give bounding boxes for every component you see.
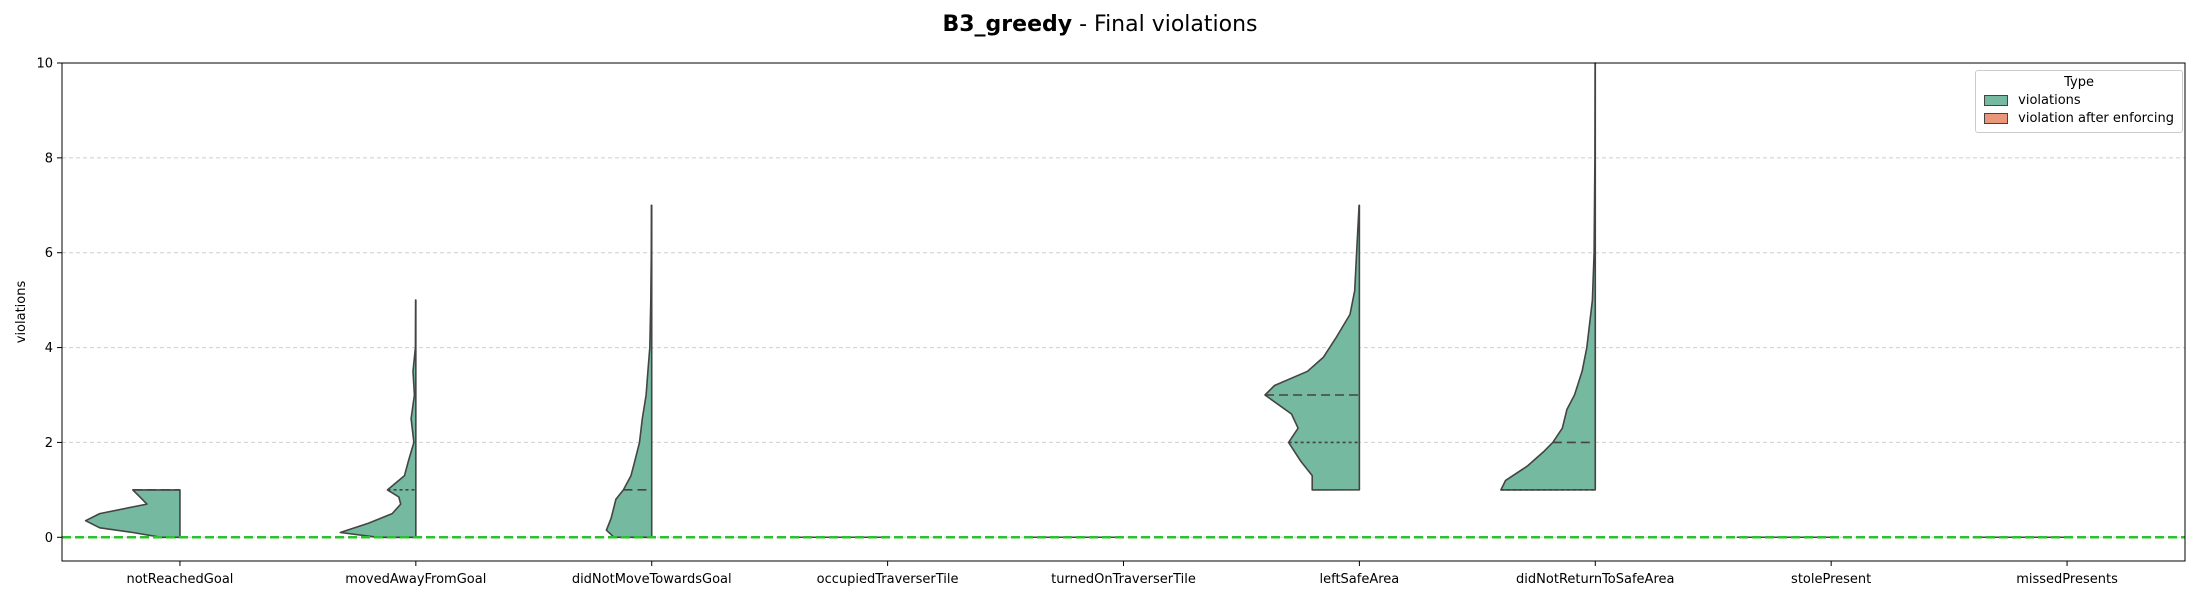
chart-title-bold: B3_greedy [942, 12, 1073, 37]
x-tick-label-movedAwayFromGoal: movedAwayFromGoal [345, 572, 486, 587]
x-tick-label-turnedOnTraverserTile: turnedOnTraverserTile [1051, 572, 1196, 587]
y-tick-label: 10 [36, 57, 53, 72]
x-tick-label-notReachedGoal: notReachedGoal [126, 572, 233, 587]
violin-didNotReturnToSafeArea [1500, 62, 1597, 491]
violin-movedAwayFromGoal [339, 299, 417, 539]
y-tick-label: 0 [45, 531, 53, 546]
y-axis-label: violations [14, 281, 29, 344]
chart-title: B3_greedy - Final violations [0, 12, 2200, 37]
violin-didNotMoveTowardsGoal [605, 204, 653, 539]
legend-label-violations: violations [2018, 93, 2081, 108]
x-tick-label-occupiedTraverserTile: occupiedTraverserTile [817, 572, 959, 587]
plot-frame [61, 62, 2186, 562]
grid-lines [62, 157, 2185, 538]
y-tick-label: 2 [45, 436, 53, 451]
violin-notReachedGoal [84, 489, 181, 539]
violin-leftSafeArea [1264, 204, 1361, 491]
chart-title-rest: - Final violations [1072, 12, 1258, 37]
ticks: 0 2 4 6 8 10 notReachedGoal movedAwayFromGoal di… [36, 57, 2118, 588]
legend-swatch-violation-after-enforcing [1984, 113, 2009, 124]
legend-title: Type [2064, 75, 2094, 90]
violins [62, 62, 2185, 539]
legend-item-violation-after-enforcing: violation after enforcing [1984, 111, 2174, 126]
axes [61, 62, 2186, 562]
x-tick-label-leftSafeArea: leftSafeArea [1320, 572, 1400, 587]
x-tick-label-missedPresents: missedPresents [2016, 572, 2118, 587]
legend-label-violation-after-enforcing: violation after enforcing [2018, 111, 2174, 126]
legend-item-violations: violations [1984, 93, 2174, 108]
y-tick-label: 4 [45, 341, 53, 356]
legend-swatch-violations [1984, 95, 2009, 106]
x-tick-label-stolePresent: stolePresent [1791, 572, 1871, 587]
y-tick-label: 6 [45, 246, 53, 261]
x-tick-label-didNotMoveTowardsGoal: didNotMoveTowardsGoal [572, 572, 732, 587]
legend: Type violations violation after enforcin… [1975, 70, 2183, 133]
x-tick-label-didNotReturnToSafeArea: didNotReturnToSafeArea [1516, 572, 1674, 587]
y-tick-label: 8 [45, 151, 53, 166]
